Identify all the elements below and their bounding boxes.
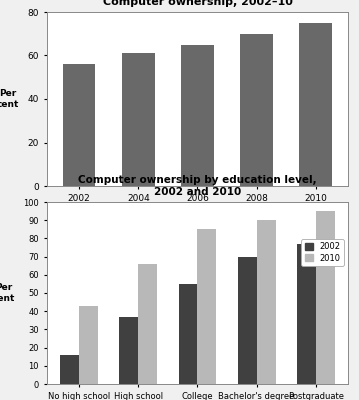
Title: Computer ownership by education level,
2002 and 2010: Computer ownership by education level, 2… — [78, 176, 317, 197]
Bar — [63, 64, 95, 186]
Bar — [197, 229, 216, 384]
Bar — [138, 264, 157, 384]
Bar — [240, 34, 273, 186]
Bar — [257, 220, 275, 384]
Bar — [238, 257, 257, 384]
Legend: 2002, 2010: 2002, 2010 — [302, 239, 344, 266]
Bar — [316, 211, 335, 384]
Bar — [178, 284, 197, 384]
Title: Computer ownership, 2002–10: Computer ownership, 2002–10 — [103, 0, 292, 7]
Bar — [297, 244, 316, 384]
Bar — [60, 355, 79, 384]
Y-axis label: Per
cent: Per cent — [0, 89, 19, 109]
Bar — [79, 306, 98, 384]
X-axis label: Year: Year — [185, 206, 210, 216]
Bar — [299, 23, 332, 186]
Bar — [122, 53, 155, 186]
Y-axis label: Per
cent: Per cent — [0, 283, 15, 303]
Bar — [120, 317, 138, 384]
Bar — [181, 45, 214, 186]
